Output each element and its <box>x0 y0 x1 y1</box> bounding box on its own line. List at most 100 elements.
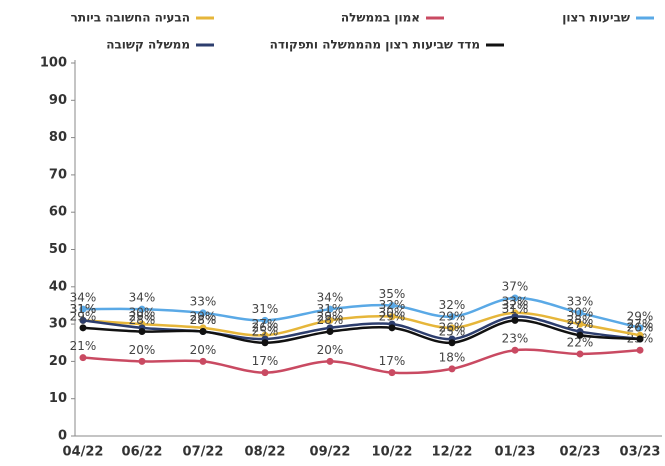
data-label: 22% <box>567 335 594 349</box>
data-label: 34% <box>70 291 97 305</box>
data-label: 29% <box>317 309 344 323</box>
data-label: 31% <box>252 302 279 316</box>
point <box>79 316 87 324</box>
data-label: 26% <box>627 321 654 335</box>
point <box>326 316 334 324</box>
x-tick-label: 02/23 <box>560 445 601 460</box>
y-tick-label: 40 <box>49 279 67 294</box>
data-label: 28% <box>190 313 217 327</box>
point <box>636 324 644 332</box>
y-tick-label: 50 <box>49 242 67 257</box>
x-tick-label: 10/22 <box>372 445 413 460</box>
point <box>511 294 519 302</box>
y-tick-label: 100 <box>40 56 67 71</box>
data-label: 27% <box>627 317 654 331</box>
data-label: 31% <box>70 302 97 316</box>
point <box>79 324 87 332</box>
data-label: 28% <box>190 313 217 327</box>
point <box>138 328 146 336</box>
y-tick-label: 60 <box>49 205 67 220</box>
legend-label: מדד שביעות רצון מהממשלה ותפקודה <box>270 38 480 52</box>
point <box>511 316 519 324</box>
data-label: 17% <box>379 354 406 368</box>
point <box>388 301 396 309</box>
data-label: 20% <box>317 343 344 357</box>
point <box>261 339 269 347</box>
data-label: 20% <box>129 343 156 357</box>
data-label: 29% <box>190 309 217 323</box>
data-label: 29% <box>379 309 406 323</box>
point <box>326 357 334 365</box>
legend-label: שביעות רצון <box>562 11 630 25</box>
data-label: 35% <box>379 287 406 301</box>
data-label: 27% <box>252 317 279 331</box>
data-label: 32% <box>379 298 406 312</box>
data-label: 26% <box>252 321 279 335</box>
point <box>448 324 456 332</box>
point <box>511 346 519 354</box>
point <box>576 320 584 328</box>
y-tick-label: 20 <box>49 354 67 369</box>
data-label: 31% <box>502 302 529 316</box>
data-label: 23% <box>502 332 529 346</box>
point <box>388 369 396 377</box>
legend-label: אמון בממשלה <box>341 11 420 25</box>
data-label: 29% <box>129 309 156 323</box>
point <box>448 339 456 347</box>
data-label: 28% <box>129 313 156 327</box>
point <box>326 305 334 313</box>
data-label: 20% <box>190 343 217 357</box>
point <box>326 328 334 336</box>
data-label: 33% <box>502 294 529 308</box>
data-label: 30% <box>129 306 156 320</box>
y-tick-label: 70 <box>49 167 67 182</box>
data-label: 17% <box>252 354 279 368</box>
data-label: 37% <box>502 279 529 293</box>
point <box>576 350 584 358</box>
point <box>199 309 207 317</box>
data-label: 34% <box>129 291 156 305</box>
point <box>199 357 207 365</box>
data-label: 21% <box>70 339 97 353</box>
data-label: 34% <box>317 291 344 305</box>
point <box>448 313 456 321</box>
point <box>79 354 87 362</box>
point <box>199 328 207 336</box>
data-label: 18% <box>439 350 466 364</box>
point <box>388 313 396 321</box>
data-label: 28% <box>317 313 344 327</box>
series-line <box>82 348 641 375</box>
point <box>576 309 584 317</box>
data-label: 29% <box>439 309 466 323</box>
data-label: 29% <box>70 309 97 323</box>
data-label: 26% <box>627 321 654 335</box>
point <box>448 365 456 373</box>
data-label: 31% <box>70 302 97 316</box>
x-tick-label: 08/22 <box>245 445 286 460</box>
x-tick-label: 07/22 <box>183 445 224 460</box>
point <box>261 316 269 324</box>
data-label: 25% <box>252 324 279 338</box>
point <box>138 305 146 313</box>
point <box>261 369 269 377</box>
y-tick-label: 80 <box>49 130 67 145</box>
y-tick-label: 90 <box>49 93 67 108</box>
data-label: 33% <box>567 294 594 308</box>
y-tick-label: 0 <box>58 429 67 444</box>
data-label: 25% <box>439 324 466 338</box>
point <box>636 335 644 343</box>
series-line <box>82 319 641 345</box>
y-tick-label: 30 <box>49 317 67 332</box>
data-label: 29% <box>627 309 654 323</box>
point <box>79 305 87 313</box>
point <box>138 357 146 365</box>
x-tick-label: 09/22 <box>310 445 351 460</box>
legend-label: ממשלה קשובה <box>106 38 190 52</box>
point <box>388 324 396 332</box>
x-tick-label: 03/23 <box>620 445 661 460</box>
data-label: 30% <box>379 306 406 320</box>
point <box>636 346 644 354</box>
x-tick-label: 06/22 <box>122 445 163 460</box>
x-tick-label: 04/22 <box>63 445 104 460</box>
y-tick-label: 10 <box>49 391 67 406</box>
